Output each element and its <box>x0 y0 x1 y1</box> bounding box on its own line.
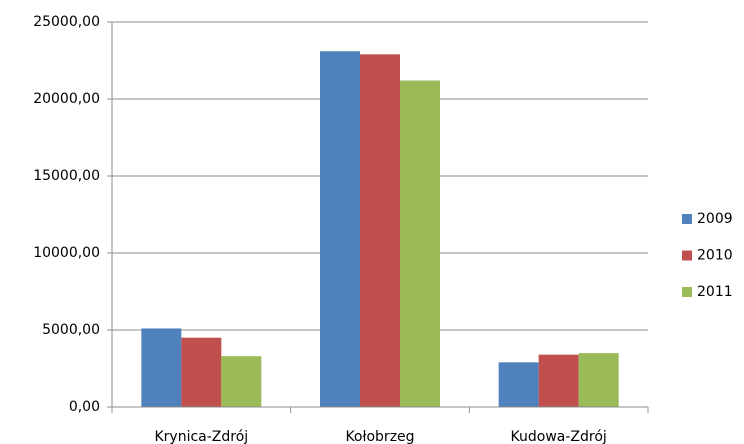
bar <box>538 354 579 407</box>
y-tick-label: 20000,00 <box>33 91 100 107</box>
x-tick-label: Krynica-Zdrój <box>154 429 248 444</box>
y-tick-label: 15000,00 <box>33 168 100 184</box>
bar <box>360 54 400 408</box>
bar <box>498 362 539 407</box>
bar <box>221 356 262 407</box>
x-tick-label: Kołobrzeg <box>345 429 414 444</box>
legend-label: 2009 <box>697 211 733 227</box>
x-tick-label: Kudowa-Zdrój <box>511 429 607 444</box>
bar <box>141 328 182 407</box>
legend-swatch <box>682 250 692 261</box>
bar <box>400 80 440 408</box>
bar <box>578 353 619 407</box>
legend-label: 2011 <box>697 284 733 300</box>
legend-swatch <box>682 214 692 224</box>
bar <box>320 51 360 407</box>
legend-swatch <box>682 287 692 297</box>
legend-label: 2010 <box>697 248 733 264</box>
y-tick-label: 5000,00 <box>42 322 100 338</box>
y-tick-label: 0,00 <box>69 399 100 415</box>
y-tick-label: 25000,00 <box>33 14 100 30</box>
y-tick-label: 10000,00 <box>33 245 100 261</box>
bar <box>181 337 222 407</box>
